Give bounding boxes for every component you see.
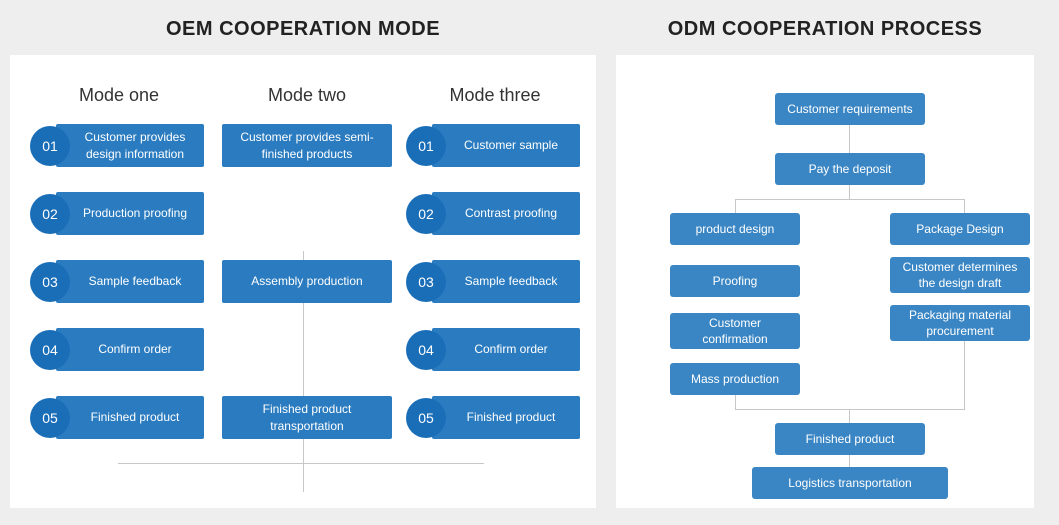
step-number-circle: 03 bbox=[30, 262, 70, 302]
oem-section: OEM COOPERATION MODE Mode one01Customer … bbox=[10, 0, 596, 508]
mode-column-1: Mode one 01Customer provides design infor… bbox=[34, 85, 204, 439]
flow-node-draft: Customer determines the design draft bbox=[890, 257, 1030, 293]
mode-column-3: Mode three 01Customer sample 02Contrast pr… bbox=[410, 85, 580, 439]
flow-node-pdesign: product design bbox=[670, 213, 800, 245]
oem-bottom-hline bbox=[118, 463, 484, 464]
step-box: 05Finished product bbox=[34, 396, 204, 439]
flow-connector bbox=[735, 199, 965, 200]
flow-connector bbox=[849, 409, 850, 423]
mode-head: Mode two bbox=[268, 85, 346, 106]
step-box-plain: Finished product transportation bbox=[222, 396, 392, 439]
flow-node-proof: Proofing bbox=[670, 265, 800, 297]
step-number-circle: 05 bbox=[30, 398, 70, 438]
step-label: Customer provides design information bbox=[56, 124, 204, 167]
flow-node-pkgdes: Package Design bbox=[890, 213, 1030, 245]
mode-column-2: Mode two Customer provides semi-finished … bbox=[222, 85, 392, 439]
step-label: Contrast proofing bbox=[432, 192, 580, 235]
step-box: 04Confirm order bbox=[410, 328, 580, 371]
step-label: Customer sample bbox=[432, 124, 580, 167]
flow-connector bbox=[849, 185, 850, 199]
page-root: OEM COOPERATION MODE Mode one01Customer … bbox=[0, 0, 1059, 508]
step-box-plain: Customer provides semi-finished products bbox=[222, 124, 392, 167]
odm-canvas: Customer requirements Pay the deposit prod… bbox=[640, 85, 1010, 484]
step-box: 02Production proofing bbox=[34, 192, 204, 235]
step-number-circle: 02 bbox=[30, 194, 70, 234]
flow-node-cconf: Customer confirmation bbox=[670, 313, 800, 349]
flow-node-finished: Finished product bbox=[775, 423, 925, 455]
odm-title: ODM COOPERATION PROCESS bbox=[668, 18, 983, 41]
flow-connector bbox=[849, 455, 850, 467]
step-number-circle: 02 bbox=[406, 194, 446, 234]
step-label: Finished product bbox=[432, 396, 580, 439]
mode-head: Mode one bbox=[79, 85, 159, 106]
flow-connector bbox=[849, 125, 850, 153]
step-box: 03Sample feedback bbox=[34, 260, 204, 303]
oem-panel: Mode one01Customer provides design infor… bbox=[10, 55, 596, 508]
step-label: Sample feedback bbox=[432, 260, 580, 303]
step-number-circle: 01 bbox=[30, 126, 70, 166]
step-number-circle: 04 bbox=[30, 330, 70, 370]
step-box: 02Contrast proofing bbox=[410, 192, 580, 235]
step-number-circle: 01 bbox=[406, 126, 446, 166]
flow-connector bbox=[964, 341, 965, 409]
flow-node-deposit: Pay the deposit bbox=[775, 153, 925, 185]
odm-section: ODM COOPERATION PROCESS Customer require… bbox=[616, 0, 1034, 508]
step-box-plain: Assembly production bbox=[222, 260, 392, 303]
flow-node-req: Customer requirements bbox=[775, 93, 925, 125]
flow-node-logis: Logistics transportation bbox=[752, 467, 948, 499]
step-box: 05Finished product bbox=[410, 396, 580, 439]
flow-node-mass: Mass production bbox=[670, 363, 800, 395]
step-number-circle: 03 bbox=[406, 262, 446, 302]
flow-connector bbox=[964, 199, 965, 213]
step-box: 01Customer sample bbox=[410, 124, 580, 167]
step-label: Confirm order bbox=[56, 328, 204, 371]
oem-title: OEM COOPERATION MODE bbox=[166, 18, 440, 41]
flow-connector bbox=[735, 199, 736, 213]
step-box: 03Sample feedback bbox=[410, 260, 580, 303]
flow-node-pkgmat: Packaging material procurement bbox=[890, 305, 1030, 341]
flow-connector bbox=[735, 395, 736, 409]
odm-panel: Customer requirements Pay the deposit prod… bbox=[616, 55, 1034, 508]
step-label: Sample feedback bbox=[56, 260, 204, 303]
step-label: Production proofing bbox=[56, 192, 204, 235]
step-number-circle: 05 bbox=[406, 398, 446, 438]
step-label: Confirm order bbox=[432, 328, 580, 371]
step-box: 04Confirm order bbox=[34, 328, 204, 371]
mode-head: Mode three bbox=[449, 85, 540, 106]
step-box: 01Customer provides design information bbox=[34, 124, 204, 167]
step-label: Finished product bbox=[56, 396, 204, 439]
step-number-circle: 04 bbox=[406, 330, 446, 370]
flow-connector bbox=[735, 409, 965, 410]
